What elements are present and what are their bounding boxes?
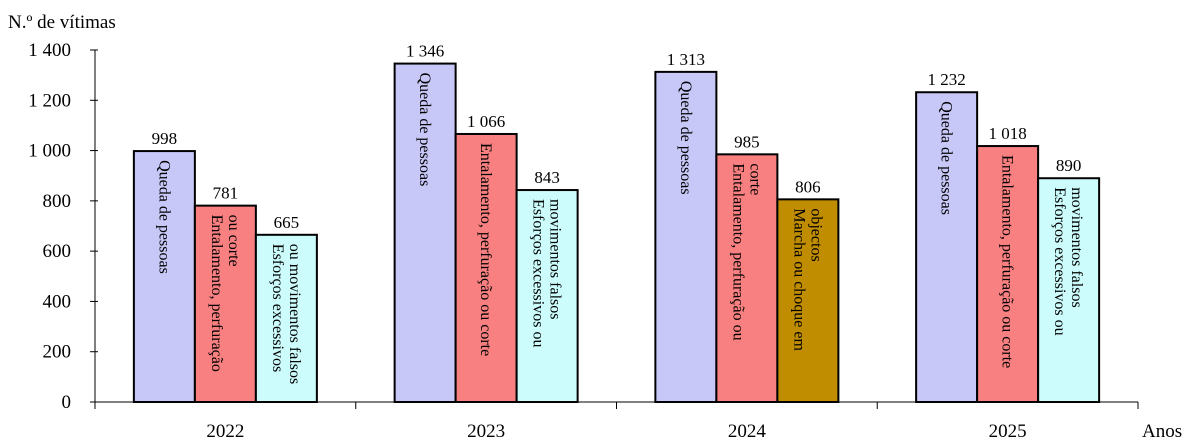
- bar-category-label: Queda de pessoas: [416, 73, 433, 187]
- bar: [915, 91, 979, 404]
- bar-value-label: 665: [274, 213, 300, 232]
- bar: [132, 150, 196, 403]
- bar-category-label: Entalamento, perfuração oucorte: [729, 163, 763, 340]
- bar-value-label: 1 232: [928, 70, 966, 89]
- x-tick-label: 2024: [728, 421, 767, 442]
- bar-category-label: Entalamento, perfuração ou corte: [999, 155, 1016, 368]
- y-tick-label: 1 400: [28, 40, 71, 61]
- bar-category-label: Esforços excessivos oumovimentos falsos: [1051, 187, 1085, 335]
- bar-category-label: Entalamento, perfuraçãoou corte: [208, 215, 242, 372]
- y-tick-label: 400: [43, 291, 72, 312]
- y-tick-label: 800: [43, 191, 72, 212]
- y-tick-label: 1 000: [28, 141, 71, 162]
- bar-category-label: Queda de pessoas: [938, 101, 955, 215]
- bar: [454, 132, 518, 403]
- bar: [1037, 177, 1101, 403]
- bar-value-label: 1 346: [406, 42, 444, 61]
- bar-category-label: Queda de pessoas: [677, 81, 694, 195]
- x-tick-label: 2025: [989, 421, 1027, 442]
- bar-value-label: 1 018: [989, 124, 1027, 143]
- bar-category-label: Entalamento, perfuração ou corte: [477, 143, 494, 356]
- y-tick-label: 1 200: [28, 90, 71, 111]
- bar-value-label: 806: [795, 177, 821, 196]
- x-tick-label: 2023: [467, 421, 505, 442]
- bar: [515, 189, 579, 403]
- bars: 998 Queda de pessoas 781 Entalamento, perfu…: [132, 42, 1101, 404]
- bar-category-label: Queda de pessoas: [155, 160, 172, 274]
- bar: [654, 70, 718, 403]
- bar-category-label: Esforços excessivos oumovimentos falsos: [530, 199, 564, 347]
- x-axis-label: Anos: [1142, 421, 1182, 442]
- y-tick-label: 600: [43, 241, 72, 262]
- bar-value-label: 1 313: [667, 50, 705, 69]
- y-tick-label: 200: [43, 342, 72, 363]
- bar: [193, 204, 257, 403]
- bar-category-label: Marcha ou choque emobjectos: [790, 208, 824, 351]
- axes: 0 200 400 600 800 1 000 1 200 1 400 2022 2023 2024…: [28, 40, 1139, 442]
- bar-value-label: 1 066: [467, 112, 505, 131]
- bar-value-label: 781: [213, 184, 239, 203]
- bar: [776, 198, 840, 403]
- bar-category-label: Esforços excessivosou movimentos falsos: [269, 244, 303, 384]
- bar-value-label: 985: [734, 132, 760, 151]
- bar-value-label: 843: [534, 168, 560, 187]
- bar: [393, 62, 457, 403]
- bar: [715, 153, 779, 403]
- y-tick-label: 0: [62, 392, 72, 413]
- y-axis-label: N.º de vítimas: [8, 12, 116, 33]
- x-tick-label: 2022: [206, 421, 244, 442]
- bar: [976, 145, 1040, 403]
- bar-value-label: 998: [152, 129, 178, 148]
- bar: [254, 233, 318, 403]
- bar-value-label: 890: [1056, 156, 1082, 175]
